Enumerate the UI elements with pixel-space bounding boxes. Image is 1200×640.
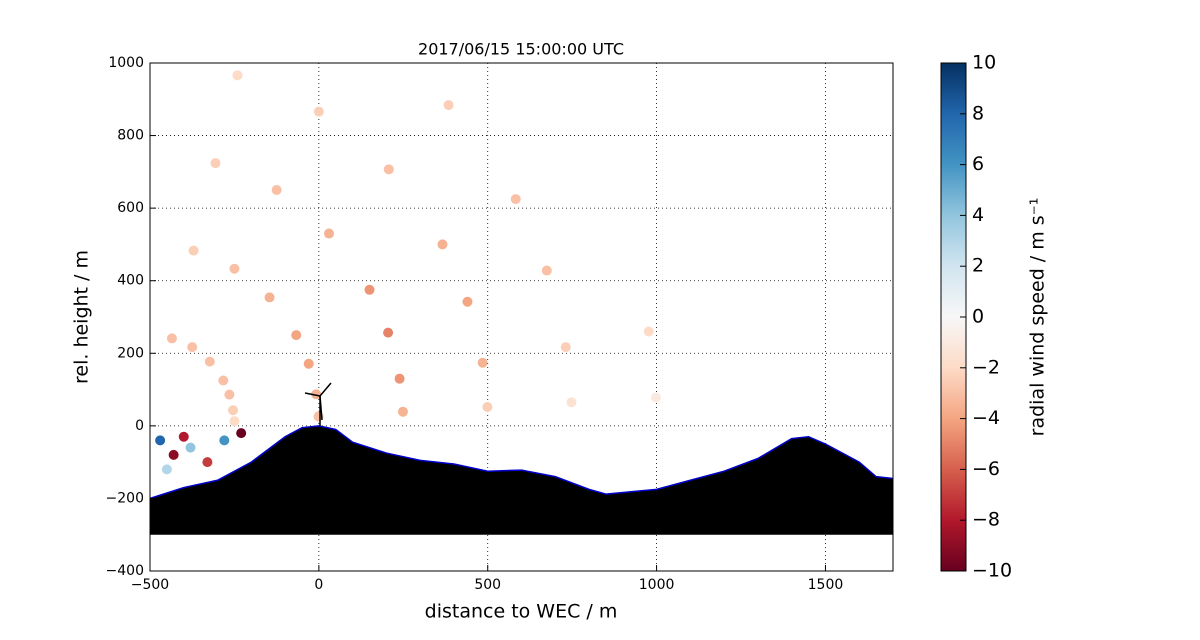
y-axis-label: rel. height / m bbox=[71, 250, 93, 384]
chart-title: 2017/06/15 15:00:00 UTC bbox=[418, 40, 624, 59]
point bbox=[541, 265, 552, 276]
point bbox=[437, 239, 448, 250]
point bbox=[311, 389, 322, 400]
colorbar-tick-label: −10 bbox=[972, 560, 1012, 582]
turbine-blade bbox=[319, 382, 332, 397]
terrain bbox=[150, 425, 893, 535]
point bbox=[313, 106, 324, 117]
point bbox=[566, 397, 577, 408]
colorbar-tick-label: −8 bbox=[972, 509, 1000, 531]
point bbox=[218, 375, 229, 386]
point bbox=[224, 389, 235, 400]
y-tick-label: 200 bbox=[117, 345, 144, 361]
point bbox=[462, 296, 473, 307]
point bbox=[166, 333, 177, 344]
point bbox=[397, 406, 408, 417]
x-axis-label: distance to WEC / m bbox=[425, 601, 618, 623]
point bbox=[650, 392, 661, 403]
y-tick-label: 400 bbox=[117, 273, 144, 289]
point bbox=[187, 342, 198, 353]
point bbox=[291, 330, 302, 341]
plot-area bbox=[150, 70, 893, 535]
point bbox=[264, 292, 275, 303]
colorbar-tick-label: −2 bbox=[972, 356, 1000, 378]
colorbar-label: radial wind speed / m s⁻¹ bbox=[1027, 198, 1049, 437]
x-tick-label: 1000 bbox=[639, 577, 675, 593]
point bbox=[643, 326, 654, 337]
x-tick-label: 1500 bbox=[808, 577, 844, 593]
y-tick-label: 1000 bbox=[108, 55, 144, 71]
point bbox=[323, 228, 334, 239]
point bbox=[303, 358, 314, 369]
point bbox=[178, 431, 189, 442]
point bbox=[443, 100, 454, 111]
point bbox=[161, 464, 172, 475]
point bbox=[219, 435, 230, 446]
point bbox=[188, 245, 199, 256]
turbine-blade bbox=[304, 392, 321, 397]
y-tick-label: 800 bbox=[117, 128, 144, 144]
y-tick-label: −400 bbox=[106, 563, 144, 579]
x-tick-label: 0 bbox=[314, 577, 323, 593]
point bbox=[204, 356, 215, 367]
point bbox=[155, 435, 166, 446]
colorbar-tick-label: −4 bbox=[972, 407, 1000, 429]
point bbox=[210, 158, 221, 169]
colorbar-tick-label: 4 bbox=[972, 204, 984, 226]
point bbox=[394, 373, 405, 384]
colorbar-tick-label: −6 bbox=[972, 458, 1000, 480]
point bbox=[202, 457, 213, 468]
y-tick-label: 0 bbox=[135, 418, 144, 434]
turbine bbox=[304, 382, 332, 426]
point bbox=[271, 185, 282, 195]
colorbar-tick-label: 0 bbox=[972, 306, 984, 328]
colorbar-tick-label: 2 bbox=[972, 255, 984, 277]
point bbox=[477, 357, 488, 368]
point bbox=[228, 405, 239, 416]
point bbox=[482, 401, 493, 412]
colorbar-tick-label: 8 bbox=[972, 102, 984, 124]
y-tick-label: −200 bbox=[106, 490, 144, 506]
point bbox=[510, 194, 521, 205]
point bbox=[383, 164, 394, 175]
point bbox=[236, 428, 247, 439]
point bbox=[185, 442, 196, 453]
y-tick-label: 600 bbox=[117, 200, 144, 216]
point bbox=[232, 70, 243, 81]
x-tick-label: 500 bbox=[474, 577, 501, 593]
point bbox=[168, 449, 179, 460]
turbine-blade bbox=[319, 395, 323, 421]
colorbar-tick-label: 10 bbox=[972, 52, 996, 74]
terrain-edge bbox=[150, 425, 893, 500]
point bbox=[229, 416, 240, 427]
x-tick-label: −500 bbox=[131, 577, 169, 593]
point bbox=[560, 342, 571, 353]
point bbox=[383, 327, 394, 338]
point bbox=[229, 263, 240, 274]
colorbar-tick-label: 6 bbox=[972, 153, 984, 175]
axes-frame bbox=[149, 62, 894, 572]
axes: −500 0 500 1000 1500 −400 −200 0 200 400 600 800 100… bbox=[106, 55, 844, 593]
point bbox=[364, 284, 375, 295]
